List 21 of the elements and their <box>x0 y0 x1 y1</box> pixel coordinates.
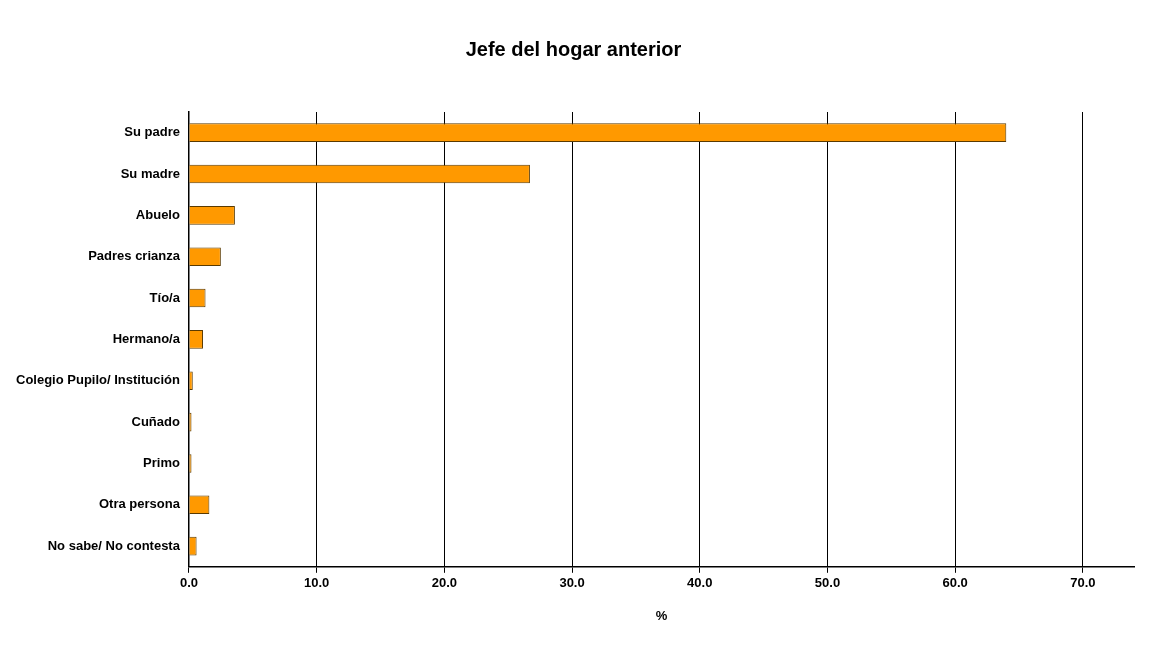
y-tick-label: Cuñado <box>131 413 180 429</box>
y-tick-label: Hermano/a <box>112 330 181 346</box>
x-tick-label: 20.0 <box>431 575 458 591</box>
x-tick-label: 10.0 <box>303 575 330 591</box>
x-axis-title: % <box>655 607 668 623</box>
chart-title: Jefe del hogar anterior <box>465 37 682 60</box>
x-tick-label: 0.0 <box>179 575 198 591</box>
y-tick-label: Otra persona <box>99 496 181 512</box>
y-tick-label: Abuelo <box>135 206 180 222</box>
y-tick-label: Padres crianza <box>88 248 181 264</box>
x-tick-label: 40.0 <box>687 575 713 591</box>
x-tick-label: 30.0 <box>559 575 585 591</box>
y-tick-label: Tío/a <box>149 289 181 305</box>
y-tick-label: No sabe/ No contesta <box>47 537 181 553</box>
y-tick-label: Colegio Pupilo/ Institución <box>16 372 180 388</box>
x-tick-label: 50.0 <box>814 575 841 591</box>
y-tick-label: Su madre <box>120 165 180 181</box>
y-tick-label: Primo <box>143 455 180 471</box>
x-tick-label: 70.0 <box>1070 575 1096 591</box>
x-tick-label: 60.0 <box>942 575 968 591</box>
y-tick-label: Su padre <box>124 124 180 140</box>
